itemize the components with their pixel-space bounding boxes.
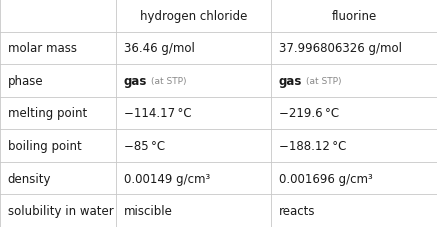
Text: melting point: melting point — [8, 107, 87, 120]
Text: (at STP): (at STP) — [305, 76, 341, 86]
Text: hydrogen chloride: hydrogen chloride — [140, 10, 247, 23]
Text: boiling point: boiling point — [8, 139, 82, 152]
Text: fluorine: fluorine — [331, 10, 377, 23]
Text: reacts: reacts — [279, 204, 316, 217]
Text: 36.46 g/mol: 36.46 g/mol — [124, 42, 194, 55]
Text: (at STP): (at STP) — [150, 76, 186, 86]
Text: density: density — [8, 172, 52, 185]
Text: −219.6 °C: −219.6 °C — [279, 107, 339, 120]
Text: miscible: miscible — [124, 204, 173, 217]
Text: −188.12 °C: −188.12 °C — [279, 139, 346, 152]
Text: −114.17 °C: −114.17 °C — [124, 107, 191, 120]
Text: 0.001696 g/cm³: 0.001696 g/cm³ — [279, 172, 373, 185]
Text: solubility in water: solubility in water — [8, 204, 114, 217]
Text: 0.00149 g/cm³: 0.00149 g/cm³ — [124, 172, 210, 185]
Text: phase: phase — [8, 75, 44, 88]
Text: gas: gas — [124, 75, 147, 88]
Text: gas: gas — [279, 75, 302, 88]
Text: molar mass: molar mass — [8, 42, 77, 55]
Text: −85 °C: −85 °C — [124, 139, 165, 152]
Text: 37.996806326 g/mol: 37.996806326 g/mol — [279, 42, 402, 55]
